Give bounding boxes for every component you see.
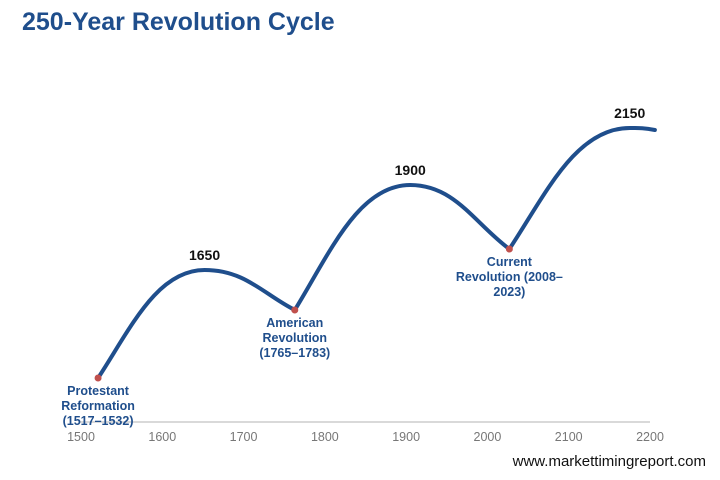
x-tick-label: 1700: [230, 430, 258, 444]
event-marker: [94, 374, 102, 382]
x-tick-label: 2100: [555, 430, 583, 444]
x-tick-label: 1800: [311, 430, 339, 444]
event-marker: [505, 245, 513, 253]
chart-title: 250-Year Revolution Cycle: [22, 8, 335, 36]
x-tick-label: 1600: [148, 430, 176, 444]
x-tick-label: 1500: [67, 430, 95, 444]
peak-label: 1900: [395, 162, 426, 178]
event-label-american-revolution: American Revolution (1765–1783): [259, 316, 331, 360]
source-credit: www.markettimingreport.com: [512, 453, 706, 470]
series-line: [96, 126, 657, 380]
event-label-current-revolution: Current Revolution (2008– 2023): [455, 255, 563, 299]
peak-label: 2150: [614, 105, 645, 121]
x-tick-label: 2000: [474, 430, 502, 444]
event-label-protestant-reformation: Protestant Reformation (1517–1532): [61, 384, 135, 428]
event-marker: [291, 306, 299, 314]
x-tick-label: 2200: [636, 430, 664, 444]
peak-label: 1650: [189, 247, 220, 263]
x-tick-label: 1900: [392, 430, 420, 444]
